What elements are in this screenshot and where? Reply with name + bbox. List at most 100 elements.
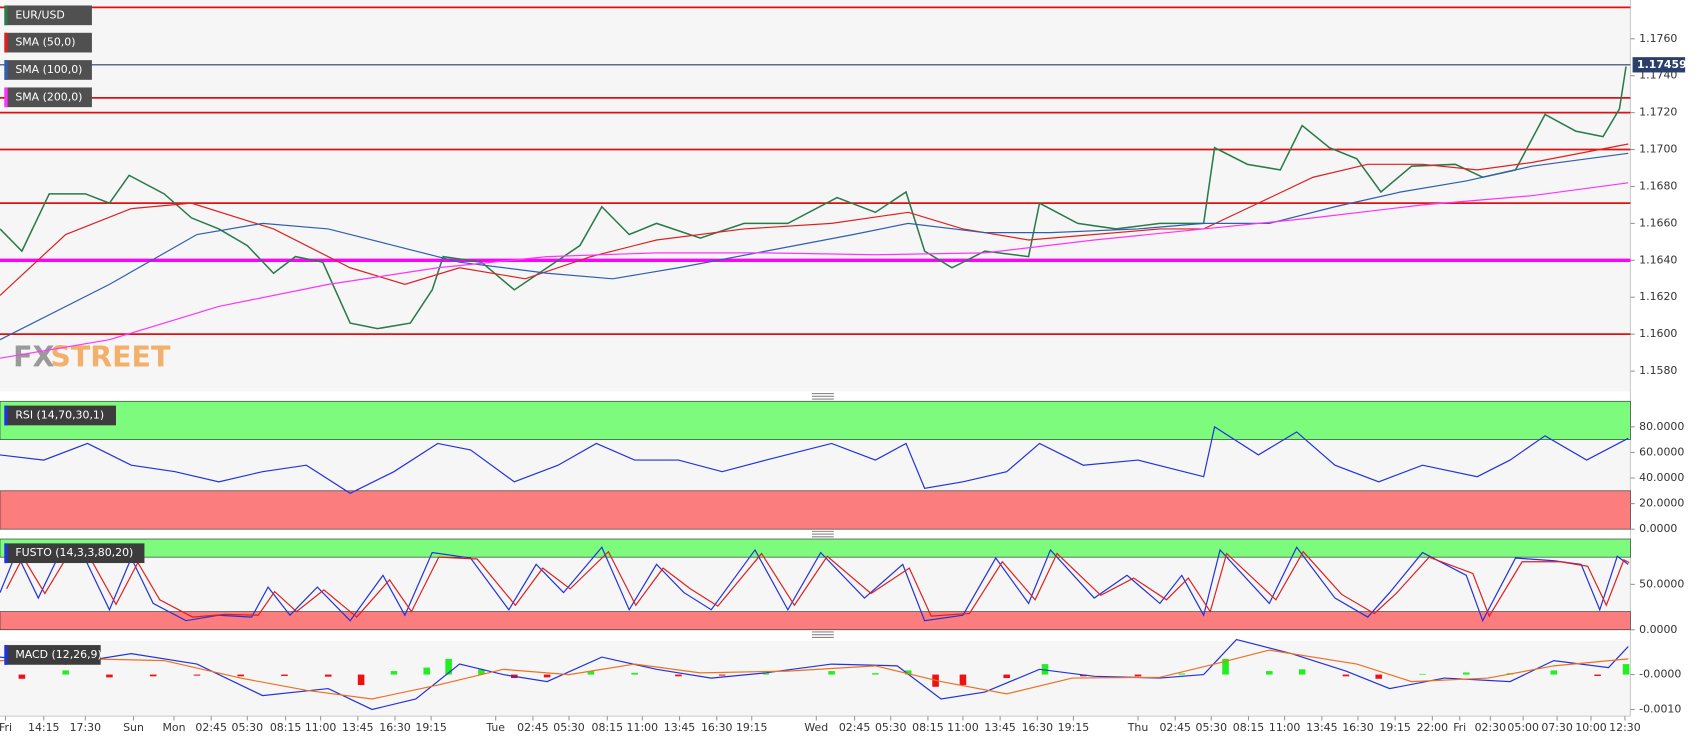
series-line: [0, 638, 1629, 711]
x-tick-label: 02:45: [517, 721, 548, 734]
series-line: [0, 152, 1629, 341]
x-tick-label: 05:30: [232, 721, 264, 734]
histogram-bar: [445, 658, 452, 675]
x-tick-label: 11:00: [627, 721, 659, 734]
histogram-bar: [587, 671, 595, 675]
x-tick-label: 16:30: [701, 721, 733, 734]
legend-box: [4, 60, 92, 80]
x-tick-label: 13:45: [664, 721, 695, 734]
series-line: [0, 182, 1629, 359]
legend-label: SMA (100,0): [15, 63, 82, 76]
histogram-bar: [478, 669, 485, 675]
histogram-bar: [1462, 672, 1470, 675]
y-tick-label: 1.1700: [1639, 143, 1677, 156]
x-tick-label: Sun: [123, 721, 144, 734]
legend-label: EUR/USD: [15, 8, 65, 21]
y-tick-label: -0.0000: [1639, 668, 1681, 681]
y-tick-label: 1.1640: [1639, 253, 1677, 266]
x-tick-label: 19:15: [1379, 721, 1410, 734]
histogram-bar: [193, 674, 201, 676]
indicator-box: [4, 543, 145, 564]
x-tick-label: 08:15: [1233, 721, 1264, 734]
x-tick-label: 08:15: [912, 721, 943, 734]
indicator-swatch: [4, 543, 8, 564]
x-tick-label: 05:30: [875, 721, 907, 734]
y-tick-label: 1.1760: [1639, 32, 1677, 45]
legend-swatch: [4, 60, 8, 80]
indicator-swatch: [4, 645, 8, 665]
histogram-bar: [324, 674, 332, 677]
x-tick-label: 08:15: [270, 721, 301, 734]
legend-label: SMA (200,0): [15, 90, 82, 103]
x-tick-label: 13:45: [984, 721, 1015, 734]
histogram-bar: [631, 672, 638, 675]
zone-band: [0, 490, 1631, 530]
x-tick-label: Tue: [485, 721, 505, 734]
panel-handles: [811, 393, 834, 638]
x-tick-label: 05:00: [1507, 721, 1539, 734]
x-tick-label: 11:00: [305, 721, 337, 734]
x-tick-label: 13:45: [342, 721, 373, 734]
x-tick-label: Mon: [162, 721, 185, 734]
histogram-bar: [106, 674, 113, 678]
histogram-bar: [904, 670, 912, 675]
histogram-bar: [1342, 674, 1350, 677]
y-tick-label: 80.0000: [1639, 420, 1684, 433]
x-tick-label: 11:00: [1269, 721, 1301, 734]
x-tick-label: Fri: [0, 721, 12, 734]
y-tick-label: 1.1620: [1639, 290, 1677, 303]
histogram-bar: [1419, 673, 1426, 675]
y-tick-label: 60.0000: [1639, 445, 1684, 458]
histogram-bar: [1178, 673, 1186, 675]
y-tick-label: 1.1680: [1639, 179, 1677, 192]
indicator-box: [4, 405, 116, 426]
histogram-bar: [1550, 670, 1558, 675]
y-tick-label: 0.0000: [1639, 522, 1677, 535]
histogram-bar: [281, 674, 288, 676]
x-tick-label: 02:45: [839, 721, 870, 734]
histogram-bar: [1298, 669, 1306, 675]
watermark: STREET: [50, 341, 171, 374]
zone-band: [0, 538, 1631, 558]
series-line: [0, 66, 1627, 330]
x-tick-label: Wed: [804, 721, 828, 734]
x-tick-label: 16:30: [1342, 721, 1374, 734]
x-tick-label: 07:30: [1541, 721, 1573, 734]
legend-box: [4, 5, 92, 26]
x-tick-label: 13:45: [1306, 721, 1337, 734]
legend-swatch: [4, 32, 8, 53]
indicator-swatch: [4, 405, 8, 426]
x-tick-label: Thu: [1127, 721, 1149, 734]
indicator-title: FUSTO (14,3,3,80,20): [15, 546, 133, 559]
legend-swatch: [4, 5, 8, 26]
indicator-title: MACD (12,26,9): [15, 648, 101, 661]
histogram-bar: [828, 671, 835, 675]
x-tick-label: 22:00: [1417, 721, 1449, 734]
x-tick-label: 02:45: [195, 721, 226, 734]
histogram-bar: [1622, 664, 1630, 675]
histogram-bar: [675, 674, 682, 677]
histogram-bar: [1222, 658, 1229, 675]
series-line: [0, 425, 1629, 495]
histogram-bar: [18, 674, 26, 679]
x-tick-label: 10:00: [1575, 721, 1607, 734]
series-line: [6, 550, 1630, 618]
x-tick-label: 16:30: [1022, 721, 1054, 734]
x-tick-label: 16:30: [379, 721, 411, 734]
histogram-bar: [390, 671, 398, 675]
x-tick-label: Fri: [1453, 721, 1466, 734]
indicator-title: RSI (14,70,30,1): [15, 408, 104, 421]
histogram-bar: [1375, 674, 1383, 679]
y-tick-label: 40.0000: [1639, 471, 1684, 484]
y-tick-label: 1.1660: [1639, 216, 1677, 229]
y-tick-label: 0.0000: [1639, 623, 1677, 636]
x-tick-label: 19:15: [415, 721, 446, 734]
histogram-bar: [357, 674, 365, 686]
histogram-bar: [1266, 671, 1273, 675]
histogram-bar: [423, 667, 431, 675]
legend-box: [4, 32, 92, 53]
macd-panel: [0, 640, 1631, 717]
series-line: [0, 143, 1629, 296]
